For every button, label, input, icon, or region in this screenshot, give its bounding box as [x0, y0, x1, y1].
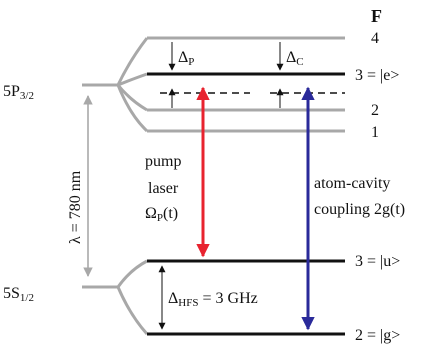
pump-label-rabi: ΩP(t) [145, 205, 178, 224]
label-e: 3 = |e> [355, 67, 399, 84]
p32-branch-f3 [117, 72, 148, 87]
label-f1: 1 [371, 124, 379, 141]
coupling-label-line2: coupling 2g(t) [314, 201, 405, 218]
delta-p-label: ΔP [178, 49, 194, 68]
hfs-label: ΔHFS = 3 GHz [168, 290, 258, 309]
wavelength-label: λ = 780 nm [67, 170, 84, 244]
f-header: F [371, 6, 382, 26]
s12-branch-u [116, 259, 148, 288]
p32-label: 5P3/2 [3, 83, 34, 102]
p32-branch-f4 [116, 37, 149, 86]
delta-c-label: ΔC [286, 49, 304, 68]
s12-branch-g [116, 286, 149, 335]
p32-manifold [82, 36, 345, 133]
label-f2: 2 [371, 102, 379, 119]
pump-label-line1: pump [145, 153, 181, 170]
p32-branch-f1 [116, 84, 149, 133]
label-g: 2 = |g> [355, 327, 400, 344]
s12-label: 5S1/2 [3, 285, 34, 304]
label-u: 3 = |u> [355, 253, 400, 270]
coupling-label-line1: atom-cavity [314, 175, 390, 192]
label-f4: 4 [371, 30, 379, 47]
pump-label-line2: laser [148, 180, 179, 197]
